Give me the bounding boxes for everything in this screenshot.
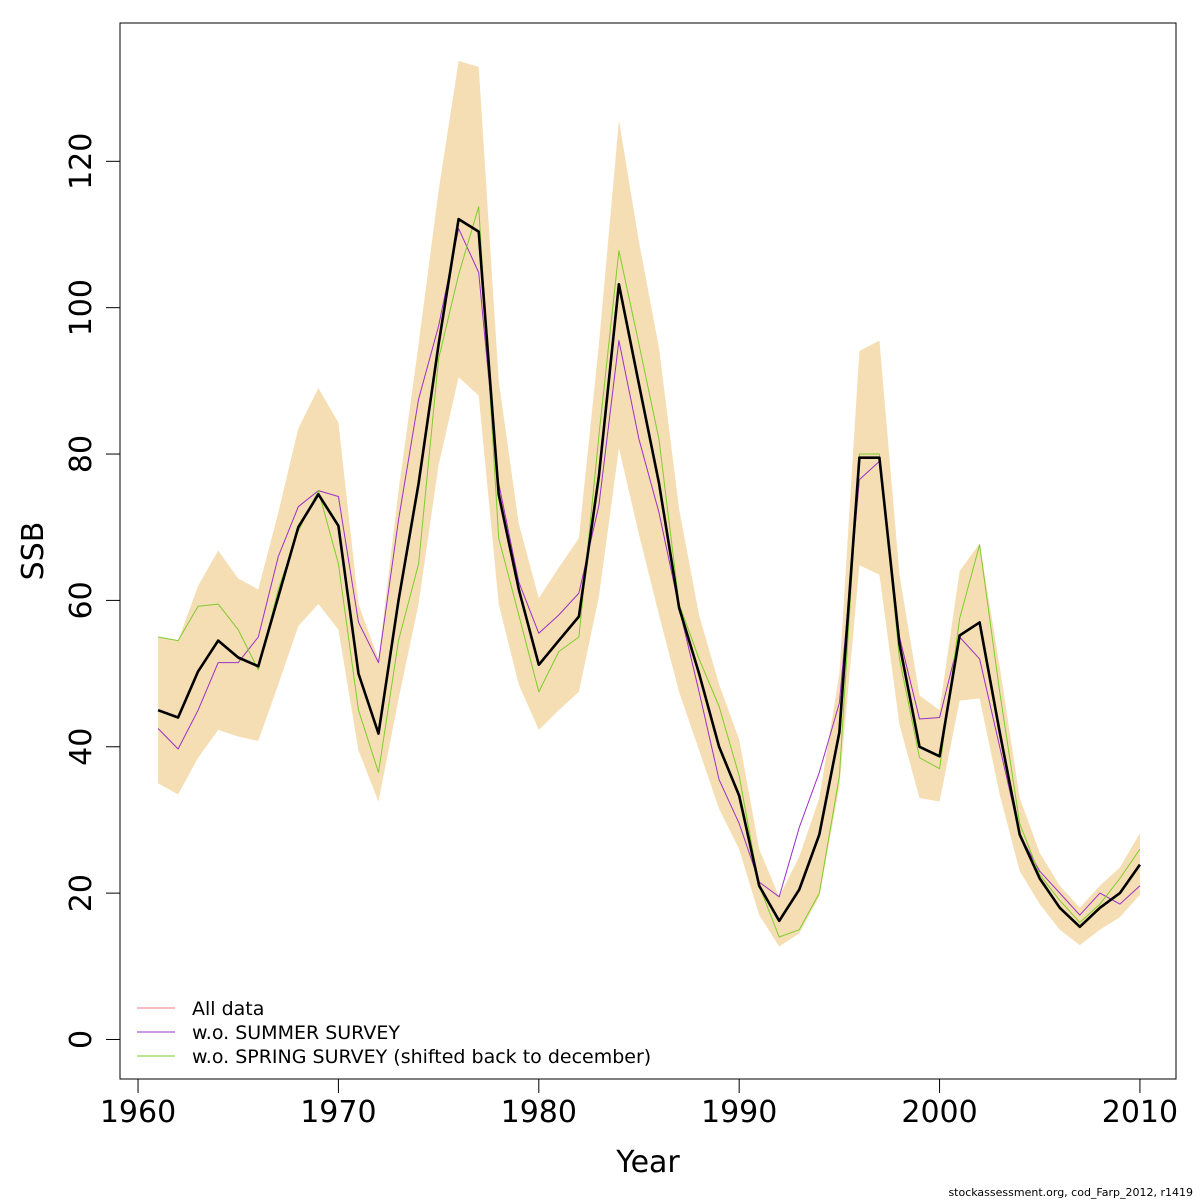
y-axis: 0 20 40 60 80 100 120	[64, 133, 121, 1049]
x-tick-label: 1990	[701, 1095, 777, 1130]
series-layer	[157, 206, 1141, 938]
x-tick-label: 2000	[901, 1095, 977, 1130]
legend-label-0: All data	[192, 998, 264, 1020]
y-tick-label: 100	[64, 279, 99, 336]
legend-label-1: w.o. SUMMER SURVEY	[192, 1022, 400, 1044]
y-tick-label: 80	[64, 435, 99, 473]
series-line-1	[157, 228, 1141, 916]
confidence-band-layer	[158, 61, 1140, 947]
series-line-2	[158, 206, 1141, 938]
x-tick-label: 2010	[1102, 1095, 1178, 1130]
x-tick-label: 1980	[501, 1095, 577, 1130]
confidence-band	[158, 61, 1140, 947]
y-axis-title: SSB	[16, 522, 51, 581]
x-tick-label: 1970	[300, 1095, 376, 1130]
legend-label-2: w.o. SPRING SURVEY (shifted back to dece…	[192, 1046, 651, 1068]
y-tick-label: 0	[64, 1030, 99, 1049]
y-tick-label: 120	[64, 133, 99, 190]
x-tick-label: 1960	[100, 1095, 176, 1130]
x-axis-title: Year	[615, 1145, 680, 1180]
y-tick-label: 60	[64, 581, 99, 619]
y-tick-label: 40	[64, 728, 99, 766]
footer-credit: stockassessment.org, cod_Farp_2012, r141…	[948, 1186, 1193, 1199]
y-tick-label: 20	[64, 874, 99, 912]
x-axis: 1960 1970 1980 1990 2000 2010	[100, 1078, 1178, 1130]
series-line-0	[157, 217, 1141, 929]
